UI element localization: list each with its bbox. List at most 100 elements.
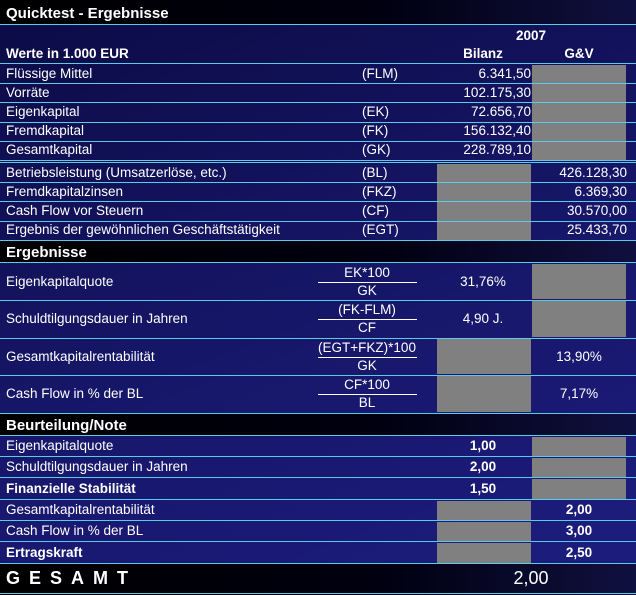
guv-value: 6.369,30 — [574, 183, 627, 199]
formula-denominator: BL — [358, 395, 376, 411]
section-bar — [0, 241, 636, 262]
row-label: Gesamtkapitalrentabilität — [6, 348, 155, 364]
guv-value: 7,17% — [559, 385, 599, 401]
section-title: Beurteilung/Note — [6, 416, 127, 434]
bilanz-value: 6.341,50 — [478, 65, 531, 81]
row-label: Betriebsleistung (Umsatzerlöse, etc.) — [6, 164, 227, 180]
empty-cell — [532, 141, 626, 160]
row-label: Eigenkapitalquote — [6, 438, 114, 453]
separator-line — [0, 300, 636, 302]
separator-line — [0, 563, 636, 564]
separator-line — [0, 160, 636, 161]
formula-numerator: (FK-FLM) — [338, 302, 396, 318]
column-header: G&V — [564, 46, 594, 61]
empty-cell — [437, 522, 531, 541]
row-abbr: (CF) — [362, 203, 389, 218]
row-label: Gesamtkapitalrentabilität — [6, 502, 155, 517]
separator-line — [0, 239, 636, 241]
row-abbr: (BL) — [362, 164, 388, 180]
separator-line — [0, 262, 636, 263]
separator-line — [0, 63, 636, 64]
fraction-bar — [318, 282, 417, 283]
row-label: Fremdkapitalzinsen — [6, 183, 124, 199]
separator-line — [0, 121, 636, 123]
formula-denominator: GK — [357, 283, 377, 298]
bilanz-value: 31,76% — [460, 273, 506, 289]
separator-line — [0, 412, 636, 414]
empty-cell — [437, 376, 531, 412]
empty-cell — [437, 183, 531, 202]
bilanz-value: 102.175,30 — [463, 84, 531, 100]
empty-cell — [437, 501, 531, 520]
formula-numerator: CF*100 — [344, 377, 390, 393]
separator-line — [0, 162, 636, 163]
separator-line — [0, 435, 636, 436]
separator-line — [0, 140, 636, 142]
row-label: Schuldtilgungsdauer in Jahren — [6, 459, 188, 474]
row-label: Eigenkapital — [6, 104, 80, 119]
fraction-bar — [318, 356, 417, 358]
empty-cell — [437, 202, 531, 221]
section-bar — [0, 414, 636, 435]
separator-line — [0, 83, 636, 85]
empty-cell — [437, 164, 531, 183]
separator-line — [0, 24, 636, 25]
unit-label: Werte in 1.000 EUR — [6, 46, 129, 61]
guv-value: 426.128,30 — [559, 164, 627, 180]
empty-cell — [532, 437, 626, 456]
row-label: Cash Flow in % der BL — [6, 385, 144, 401]
bilanz-value: 228.789,10 — [463, 142, 531, 158]
guv-value: 25.433,70 — [566, 222, 627, 238]
formula-numerator: EK*100 — [344, 265, 390, 280]
formula-numerator: (EGT+FKZ)*100 — [318, 339, 416, 355]
guv-value: 13,90% — [556, 348, 602, 364]
separator-line — [0, 102, 636, 104]
separator-line — [0, 201, 636, 203]
bilanz-grade: 1,00 — [469, 438, 497, 453]
summary-label: Ertragskraft — [6, 544, 83, 560]
row-label: Flüssige Mittel — [6, 65, 93, 81]
title-bar — [0, 0, 636, 24]
formula-denominator: GK — [357, 357, 377, 373]
bilanz-value: 4,90 J. — [462, 311, 504, 327]
empty-cell — [532, 84, 626, 103]
row-abbr: (EK) — [362, 104, 389, 119]
row-abbr: (EGT) — [362, 222, 399, 238]
guv-grade: 2,50 — [565, 544, 593, 560]
guv-value: 30.570,00 — [566, 203, 627, 218]
row-label: Vorräte — [6, 84, 50, 100]
separator-line — [0, 499, 636, 500]
bilanz-value: 72.656,70 — [470, 104, 531, 119]
row-abbr: (GK) — [362, 142, 391, 158]
year-header: 2007 — [515, 28, 547, 43]
total-label: GESAMT — [6, 568, 138, 588]
row-label: Gesamtkapital — [6, 142, 93, 158]
empty-cell — [532, 65, 626, 84]
empty-cell — [532, 479, 626, 499]
separator-line — [0, 182, 636, 184]
separator-line — [0, 477, 636, 478]
separator-line — [0, 541, 636, 542]
total-value: 2,00 — [513, 568, 549, 588]
empty-cell — [437, 338, 531, 375]
separator-line — [0, 375, 636, 377]
total-bar — [0, 564, 636, 595]
row-label: Cash Flow vor Steuern — [6, 203, 144, 218]
guv-grade: 3,00 — [565, 523, 593, 538]
section-title: Ergebnisse — [6, 243, 87, 261]
empty-cell — [532, 103, 626, 122]
separator-line — [0, 337, 636, 339]
guv-grade: 2,00 — [565, 502, 593, 517]
row-abbr: (FLM) — [362, 65, 398, 81]
empty-cell — [437, 221, 531, 240]
sheet-title: Quicktest - Ergebnisse — [6, 4, 169, 22]
empty-cell — [532, 301, 626, 337]
bilanz-value: 156.132,40 — [463, 123, 531, 139]
row-label: Schuldtilgungsdauer in Jahren — [6, 311, 188, 327]
bilanz-grade: 2,00 — [469, 459, 497, 474]
separator-line — [0, 520, 636, 521]
separator-line — [0, 593, 636, 594]
empty-cell — [532, 458, 626, 477]
row-label: Ergebnis der gewöhnlichen Geschäftstätig… — [6, 222, 280, 238]
